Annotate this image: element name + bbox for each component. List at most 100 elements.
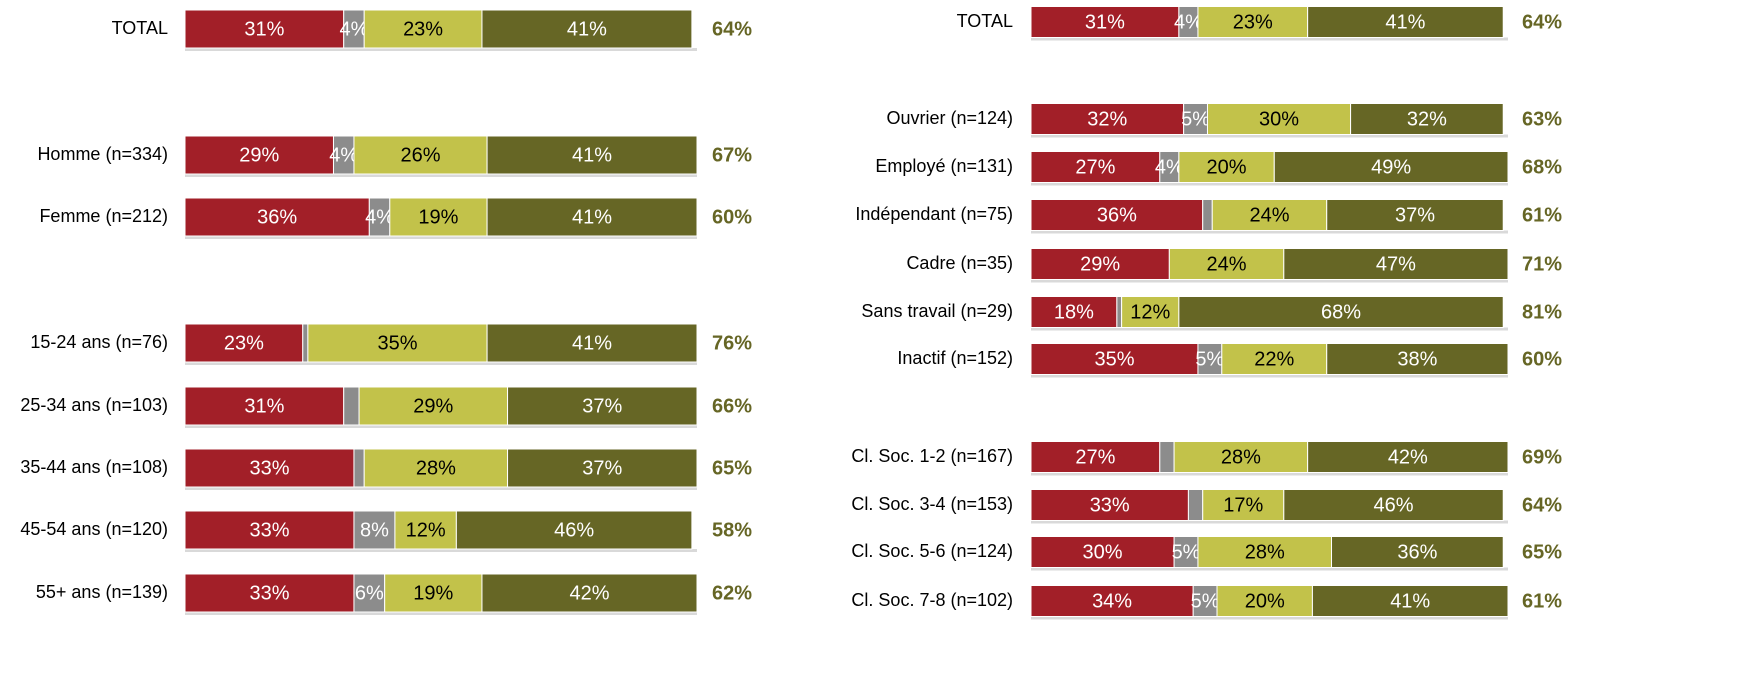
- bar-shadow: [1031, 616, 1508, 620]
- bar-segment: [184, 9, 345, 49]
- bar-shadow: [185, 362, 697, 365]
- segment-label: 37%: [582, 395, 622, 417]
- segment-label: 24%: [1249, 204, 1289, 226]
- bar-segment: [394, 510, 457, 550]
- bar-segment: [1331, 536, 1504, 568]
- segment-label: 42%: [569, 582, 609, 604]
- category-label: Cl. Soc. 7-8 (n=102): [851, 590, 1013, 610]
- segment-label: 37%: [582, 457, 622, 479]
- bar-segment: [353, 135, 488, 175]
- segment-label: 35%: [1094, 348, 1134, 370]
- segment-label: 30%: [1259, 108, 1299, 130]
- bar-segment: [1121, 296, 1180, 328]
- bar-segment: [343, 386, 360, 426]
- bar-segment: [1178, 151, 1275, 183]
- category-label: 55+ ans (n=139): [36, 582, 168, 602]
- category-label: Sans travail (n=29): [861, 301, 1013, 321]
- total-label: 76%: [712, 332, 752, 354]
- segment-label: 28%: [1245, 541, 1285, 563]
- segment-label: 4%: [365, 206, 394, 228]
- bar-segment: [1030, 199, 1204, 231]
- bar-segment: [184, 573, 355, 613]
- bar-segment: [486, 135, 698, 175]
- bar-shadow: [185, 236, 697, 239]
- total-label: 62%: [712, 582, 752, 604]
- bar-segment: [184, 448, 355, 488]
- total-label: 65%: [712, 457, 752, 479]
- segment-label: 36%: [1397, 541, 1437, 563]
- bar-segment: [507, 386, 698, 426]
- bar-segment: [1030, 103, 1185, 135]
- category-label: Ouvrier (n=124): [886, 108, 1013, 128]
- bar-segment: [353, 510, 396, 550]
- bar-segment: [307, 323, 488, 363]
- bar-shadow: [1031, 230, 1508, 234]
- total-label: 71%: [1522, 253, 1562, 275]
- segment-label: 41%: [572, 206, 612, 228]
- bar-segment: [1030, 151, 1161, 183]
- bar-segment: [1030, 6, 1180, 38]
- bar-segment: [1168, 248, 1285, 280]
- segment-label: 5%: [1172, 541, 1201, 563]
- bar-shadow: [185, 48, 697, 51]
- bar-segment: [1187, 489, 1204, 521]
- segment-label: 12%: [1130, 301, 1170, 323]
- segment-label: 24%: [1207, 253, 1247, 275]
- total-label: 67%: [712, 144, 752, 166]
- bar-segment: [184, 510, 355, 550]
- bar-shadow: [1031, 567, 1508, 571]
- total-label: 58%: [712, 519, 752, 541]
- category-label: TOTAL: [957, 11, 1013, 31]
- segment-label: 4%: [340, 18, 369, 40]
- bar-segment: [455, 510, 693, 550]
- bar-segment: [1030, 585, 1194, 617]
- category-label: 25-34 ans (n=103): [20, 395, 168, 415]
- bar-segment: [302, 323, 309, 363]
- total-label: 68%: [1522, 156, 1562, 178]
- bar-segment: [363, 448, 509, 488]
- category-label: Cadre (n=35): [906, 253, 1013, 273]
- segment-label: 31%: [1085, 11, 1125, 33]
- bar-segment: [1030, 489, 1189, 521]
- segment-label: 30%: [1083, 541, 1123, 563]
- segment-label: 28%: [416, 457, 456, 479]
- category-label: 35-44 ans (n=108): [20, 457, 168, 477]
- total-label: 66%: [712, 395, 752, 417]
- bar-segment: [1202, 199, 1213, 231]
- bar-shadow: [1031, 327, 1508, 331]
- segment-label: 19%: [413, 582, 453, 604]
- bar-shadow: [1031, 520, 1508, 524]
- bar-segment: [1030, 441, 1161, 473]
- segment-label: 6%: [355, 582, 384, 604]
- segment-label: 32%: [1087, 108, 1127, 130]
- bar-segment: [363, 9, 483, 49]
- category-label: Femme (n=212): [39, 206, 168, 226]
- bar-segment: [1030, 248, 1170, 280]
- total-label: 63%: [1522, 108, 1562, 130]
- bar-shadow: [1031, 374, 1508, 378]
- segment-label: 36%: [257, 206, 297, 228]
- bar-shadow: [1031, 37, 1508, 41]
- bar-shadow: [185, 612, 697, 615]
- total-label: 61%: [1522, 590, 1562, 612]
- category-label: Inactif (n=152): [897, 348, 1013, 368]
- segment-label: 37%: [1395, 204, 1435, 226]
- segment-label: 33%: [249, 519, 289, 541]
- category-label: Indépendant (n=75): [855, 204, 1013, 224]
- bar-segment: [384, 573, 483, 613]
- bar-shadow: [185, 174, 697, 177]
- segment-label: 47%: [1376, 253, 1416, 275]
- bar-segment: [486, 323, 698, 363]
- bar-segment: [1178, 296, 1504, 328]
- segment-label: 27%: [1075, 156, 1115, 178]
- segment-label: 26%: [401, 144, 441, 166]
- segment-label: 19%: [418, 206, 458, 228]
- bar-segment: [1273, 151, 1509, 183]
- bar-shadow: [1031, 134, 1508, 138]
- segment-label: 49%: [1371, 156, 1411, 178]
- total-label: 64%: [1522, 11, 1562, 33]
- bar-segment: [1307, 441, 1509, 473]
- segment-label: 5%: [1195, 348, 1224, 370]
- bar-segment: [486, 197, 698, 237]
